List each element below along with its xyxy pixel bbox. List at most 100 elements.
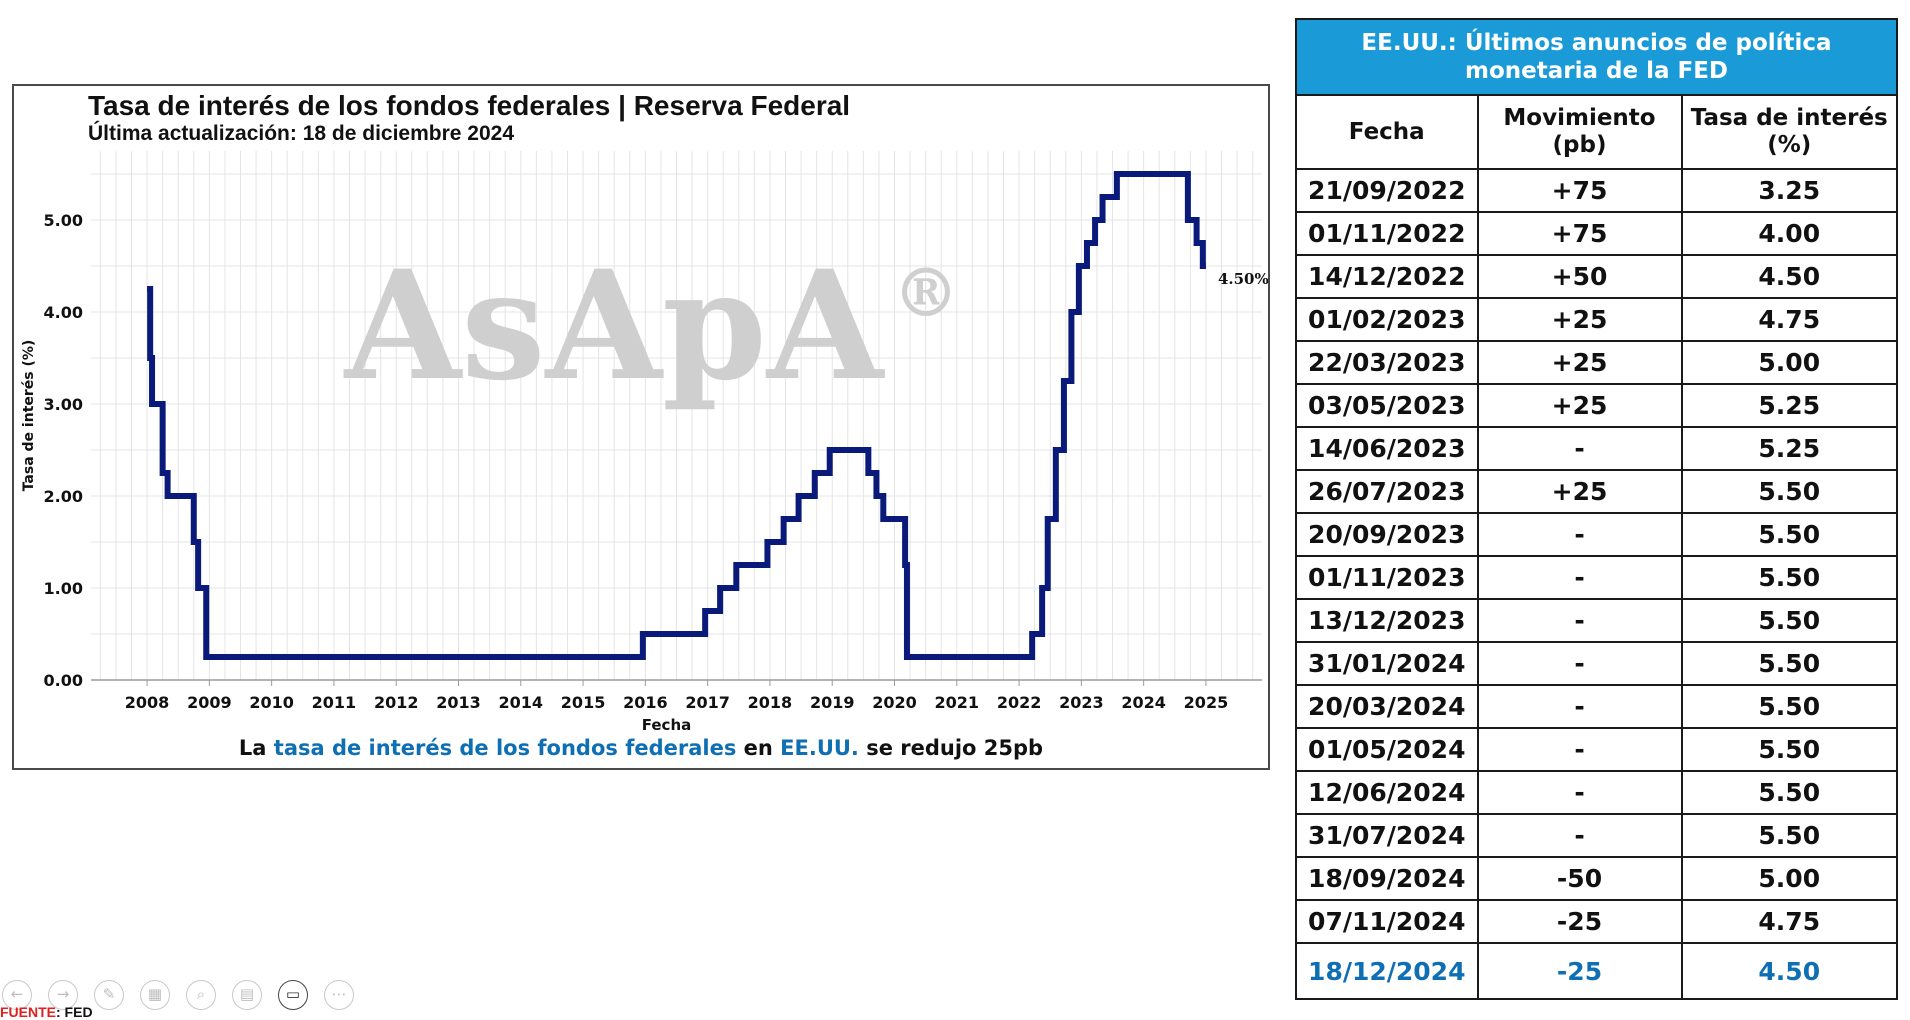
- camera-icon: ▭: [285, 985, 301, 1003]
- fed-announcements-table: EE.UU.: Últimos anuncios de política mon…: [1295, 18, 1898, 1000]
- cell-fecha: 01/02/2023: [1295, 297, 1479, 342]
- x-tick-label: 2010: [249, 693, 294, 712]
- chart-note-mid: en: [736, 736, 781, 760]
- grid-icon: ▦: [147, 985, 163, 1003]
- table-row: 18/09/2024 -50 5.00: [1295, 856, 1898, 901]
- cell-tasa: 5.50: [1680, 641, 1898, 686]
- cell-tasa: 5.25: [1680, 426, 1898, 471]
- x-tick-label: 2017: [685, 693, 730, 712]
- chart-note: La tasa de interés de los fondos federal…: [14, 736, 1268, 760]
- source-note: FUENTE: FED: [0, 1004, 93, 1020]
- cell-fecha: 20/09/2023: [1295, 512, 1479, 557]
- arrow-right-icon: →: [56, 985, 70, 1003]
- y-tick-label: 0.00: [44, 671, 83, 690]
- header-fecha: Fecha: [1295, 94, 1479, 170]
- cell-movimiento: +75: [1476, 168, 1683, 213]
- cell-movimiento: +25: [1476, 297, 1683, 342]
- cell-fecha: 01/05/2024: [1295, 727, 1479, 772]
- magnifier-icon: ⌕: [196, 985, 206, 1003]
- cell-movimiento: -: [1476, 727, 1683, 772]
- arrow-left-icon: ←: [10, 985, 24, 1003]
- chart-note-link-country[interactable]: EE.UU.: [780, 736, 859, 760]
- camera-button[interactable]: ▭: [278, 980, 308, 1010]
- watermark-logo: AsApA: [343, 238, 886, 414]
- x-tick-label: 2022: [997, 693, 1042, 712]
- cell-fecha: 01/11/2022: [1295, 211, 1479, 256]
- cell-movimiento: -: [1476, 684, 1683, 729]
- cell-tasa: 4.75: [1680, 899, 1898, 944]
- cell-movimiento: +25: [1476, 340, 1683, 385]
- x-tick-label: 2024: [1121, 693, 1166, 712]
- table-row: 26/07/2023 +25 5.50: [1295, 469, 1898, 514]
- cell-fecha: 18/12/2024: [1295, 942, 1479, 1000]
- x-tick-label: 2008: [125, 693, 170, 712]
- table-row: 01/11/2022 +75 4.00: [1295, 211, 1898, 256]
- table-row: 01/11/2023-5.50: [1295, 555, 1898, 600]
- x-tick-label: 2014: [499, 693, 544, 712]
- table-row: 01/05/2024-5.50: [1295, 727, 1898, 772]
- chart-panel: AsApA ® 2008 2009 2010 2011 2012 2013 2014 2015 20…: [12, 84, 1270, 770]
- y-tick-label: 1.00: [44, 579, 83, 598]
- cell-movimiento: +50: [1476, 254, 1683, 299]
- rate-series-line: [147, 171, 1206, 660]
- y-tick-label: 3.00: [44, 395, 83, 414]
- cell-tasa: 5.50: [1680, 469, 1898, 514]
- chart-note-link-rate[interactable]: tasa de interés de los fondos federales: [273, 736, 737, 760]
- cell-fecha: 26/07/2023: [1295, 469, 1479, 514]
- table-row: 13/12/2023-5.50: [1295, 598, 1898, 643]
- x-tick-label: 2023: [1059, 693, 1104, 712]
- subtitles-icon: ▤: [239, 985, 255, 1003]
- next-slide-button[interactable]: →: [48, 980, 78, 1010]
- cell-fecha: 18/09/2024: [1295, 856, 1479, 901]
- cell-movimiento: -25: [1476, 942, 1683, 1000]
- cell-tasa: 5.00: [1680, 340, 1898, 385]
- table-row: 20/09/2023-5.50: [1295, 512, 1898, 557]
- x-axis-label: Fecha: [642, 716, 692, 734]
- cell-fecha: 13/12/2023: [1295, 598, 1479, 643]
- header-tasa: Tasa de interés (%): [1680, 94, 1898, 170]
- cell-movimiento: +75: [1476, 211, 1683, 256]
- x-tick-label: 2018: [748, 693, 793, 712]
- cell-tasa: 5.50: [1680, 555, 1898, 600]
- cell-fecha: 31/01/2024: [1295, 641, 1479, 686]
- cell-tasa: 5.50: [1680, 598, 1898, 643]
- previous-slide-button[interactable]: ←: [2, 980, 32, 1010]
- cell-movimiento: -: [1476, 598, 1683, 643]
- table-row: 03/05/2023 +25 5.25: [1295, 383, 1898, 428]
- table-row: 31/01/2024-5.50: [1295, 641, 1898, 686]
- zoom-button[interactable]: ⌕: [186, 980, 216, 1010]
- subtitles-button[interactable]: ▤: [232, 980, 262, 1010]
- cell-tasa: 5.50: [1680, 813, 1898, 858]
- cell-tasa: 4.50: [1680, 942, 1898, 1000]
- y-tick-label: 2.00: [44, 487, 83, 506]
- ellipsis-icon: ⋯: [331, 985, 347, 1003]
- x-tick-label: 2011: [312, 693, 357, 712]
- y-tick-label: 5.00: [44, 211, 83, 230]
- pen-tool-button[interactable]: ✎: [94, 980, 124, 1010]
- cell-fecha: 22/03/2023: [1295, 340, 1479, 385]
- fed-rate-chart: AsApA ® 2008 2009 2010 2011 2012 2013 2014 2015 20…: [21, 151, 1268, 734]
- slides-grid-button[interactable]: ▦: [140, 980, 170, 1010]
- cell-tasa: 3.25: [1680, 168, 1898, 213]
- more-options-button[interactable]: ⋯: [324, 980, 354, 1010]
- source-label: FUENTE: [0, 1004, 56, 1020]
- cell-movimiento: +25: [1476, 469, 1683, 514]
- table-row: 18/12/2024 -25 4.50: [1295, 942, 1898, 1000]
- table-title: EE.UU.: Últimos anuncios de política mon…: [1295, 18, 1898, 96]
- table-row: 21/09/2022 +75 3.25: [1295, 168, 1898, 213]
- cell-tasa: 5.50: [1680, 512, 1898, 557]
- cell-movimiento: -: [1476, 555, 1683, 600]
- cell-movimiento: -: [1476, 770, 1683, 815]
- x-tick-label: 2013: [436, 693, 481, 712]
- x-tick-label: 2015: [561, 693, 606, 712]
- x-tick-label: 2025: [1184, 693, 1229, 712]
- source-value: : FED: [56, 1004, 93, 1020]
- table-row: 01/02/2023 +25 4.75: [1295, 297, 1898, 342]
- pen-icon: ✎: [102, 985, 116, 1003]
- cell-movimiento: +25: [1476, 383, 1683, 428]
- y-axis-label: Tasa de interés (%): [21, 340, 37, 492]
- x-tick-label: 2019: [810, 693, 855, 712]
- cell-movimiento: -50: [1476, 856, 1683, 901]
- x-tick-label: 2009: [187, 693, 232, 712]
- x-tick-label: 2016: [623, 693, 668, 712]
